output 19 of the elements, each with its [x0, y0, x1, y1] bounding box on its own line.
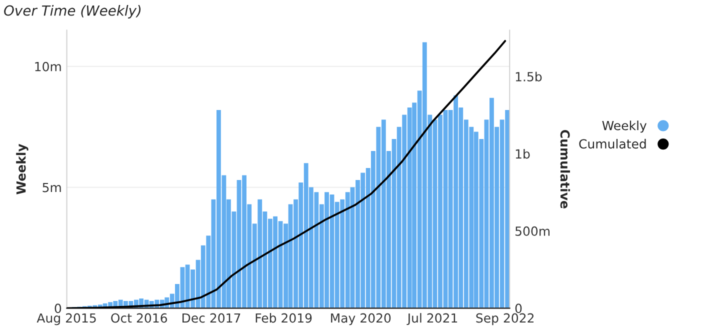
y-axis-title: Weekly: [16, 144, 28, 194]
y-tick-label: 0: [54, 304, 62, 314]
x-tick-label: Jul 2021: [406, 313, 458, 326]
y2-tick-label: 1b: [516, 148, 530, 159]
chart-title: Over Time (Weekly): [4, 5, 141, 18]
y2-axis-title: Cumulative: [560, 130, 570, 208]
legend-label: Cumulated: [579, 138, 646, 149]
x-tick-label: May 2020: [331, 313, 391, 326]
x-tick-label: Aug 2015: [36, 313, 96, 326]
legend-label: Weekly: [602, 120, 647, 133]
x-tick-label: Feb 2019: [256, 313, 312, 323]
x-tick-label: Dec 2017: [182, 313, 240, 323]
y-tick-label: 5m: [42, 182, 61, 192]
x-tick-label: Sep 2022: [476, 313, 534, 326]
y2-tick-label: 1.5b: [516, 72, 542, 82]
y2-tick-label: 0: [515, 304, 522, 314]
y-tick-label: 10m: [35, 62, 61, 72]
y2-tick-label: 500m: [516, 226, 550, 236]
x-tick-label: Oct 2016: [111, 313, 168, 323]
